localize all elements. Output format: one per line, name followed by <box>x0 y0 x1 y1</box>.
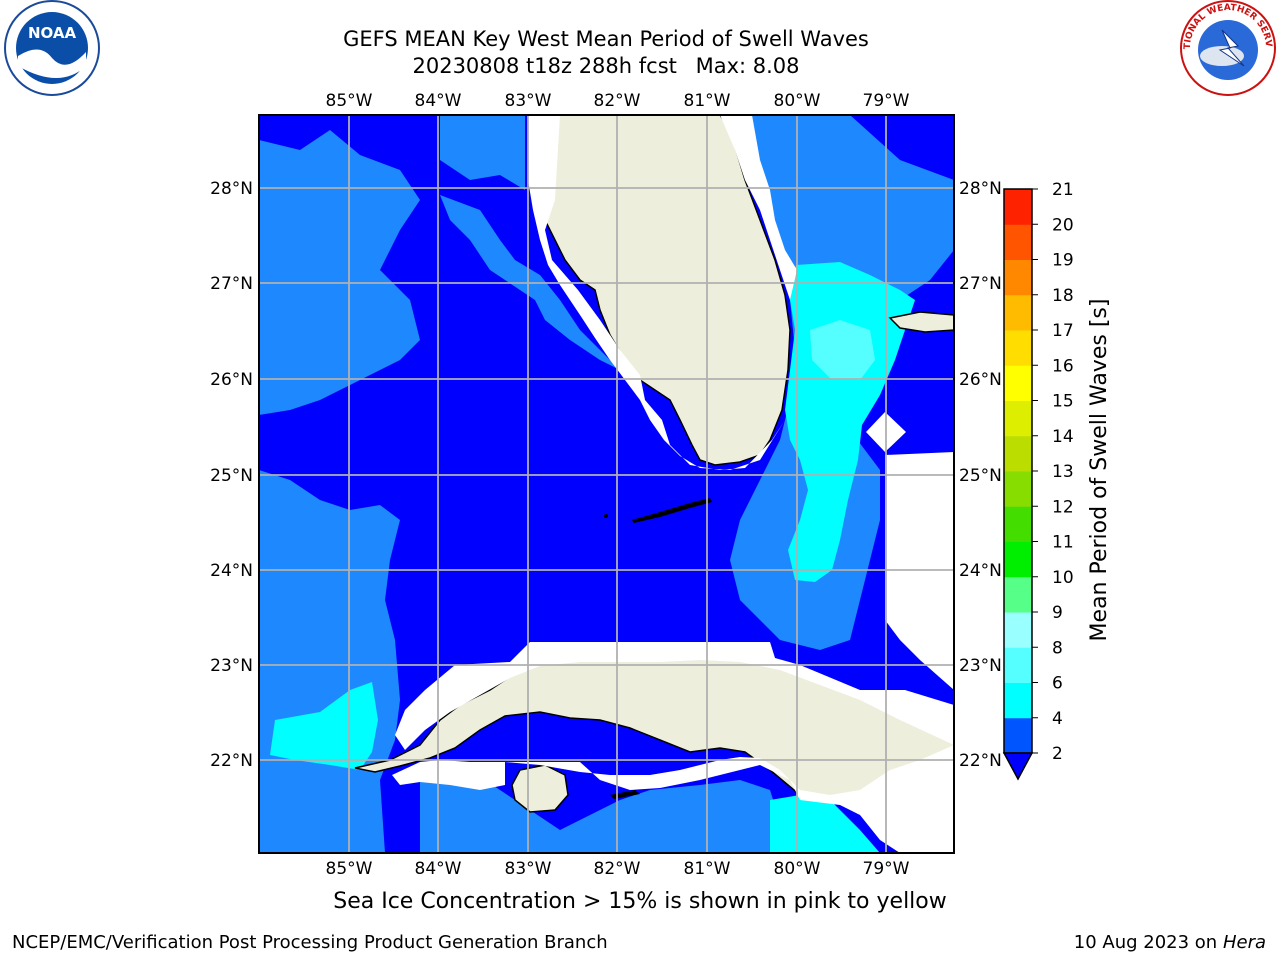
colorbar-tick-label: 17 <box>1052 321 1074 341</box>
lat-label: 24°N <box>210 561 253 581</box>
lat-label: 22°N <box>959 751 1002 771</box>
colorbar-segment <box>1004 471 1032 507</box>
chart-title: GEFS MEAN Key West Mean Period of Swell … <box>256 26 956 80</box>
map-field <box>259 115 954 853</box>
footer-machine: Hera <box>1222 932 1266 953</box>
colorbar-segment <box>1004 506 1032 542</box>
colorbar-label: Mean Period of Swell Waves [s] <box>1087 299 1112 642</box>
colorbar-segment <box>1004 435 1032 472</box>
florida-land <box>529 115 791 466</box>
bahamas-land <box>888 311 954 333</box>
footer-date: 10 Aug 2023 on Hera <box>1074 932 1266 953</box>
lon-label: 85°W <box>326 859 373 879</box>
colorbar-tick-label: 4 <box>1052 709 1063 729</box>
lon-label: 85°W <box>326 91 373 111</box>
colorbar-tick-label: 2 <box>1052 744 1063 764</box>
colorbar-tick-label: 14 <box>1052 427 1074 447</box>
colorbar-tick-label: 9 <box>1052 603 1063 623</box>
colorbar-segment <box>1004 647 1032 683</box>
colorbar-extend-arrow <box>1002 752 1034 781</box>
colorbar-tick-label: 16 <box>1052 356 1074 376</box>
map-frame <box>258 114 955 854</box>
colorbar-segment <box>1004 189 1032 225</box>
lat-label: 28°N <box>210 179 253 199</box>
lat-label: 25°N <box>959 466 1002 486</box>
lon-labels-top: 85°W 84°W 83°W 82°W 81°W 80°W 79°W <box>326 91 910 111</box>
lat-label: 23°N <box>959 656 1002 676</box>
lon-label: 80°W <box>774 859 821 879</box>
colorbar-tick-label: 21 <box>1052 180 1074 200</box>
colorbar-tick-label: 18 <box>1052 286 1074 306</box>
lon-label: 83°W <box>505 91 552 111</box>
colorbar-segment <box>1004 330 1032 366</box>
lon-label: 82°W <box>594 91 641 111</box>
graticule <box>259 115 954 853</box>
title-date: 20230808 t18z 288h fcst <box>412 54 677 78</box>
lon-label: 82°W <box>594 859 641 879</box>
colorbar-tick-label: 11 <box>1052 533 1074 553</box>
lat-label: 22°N <box>210 751 253 771</box>
lon-label: 80°W <box>774 91 821 111</box>
title-max: Max: 8.08 <box>695 54 800 78</box>
colorbar-tick-label: 15 <box>1052 392 1074 412</box>
lon-label: 81°W <box>684 91 731 111</box>
band-8-9-regions <box>810 320 875 380</box>
colorbar-tick-label: 12 <box>1052 497 1074 517</box>
sea-ice-caption: Sea Ice Concentration > 15% is shown in … <box>333 889 947 914</box>
colorbar-tick-label: 8 <box>1052 638 1063 658</box>
colorbar-segment <box>1004 682 1032 719</box>
title-line1: GEFS MEAN Key West Mean Period of Swell … <box>343 27 869 51</box>
lon-label: 84°W <box>415 91 462 111</box>
title-line2: 20230808 t18z 288h fcst Max: 8.08 <box>256 53 956 80</box>
lat-label: 27°N <box>210 274 253 294</box>
lat-label: 28°N <box>959 179 1002 199</box>
lat-labels-left: 28°N 27°N 26°N 25°N 24°N 23°N 22°N <box>210 179 253 771</box>
footer-branch: NCEP/EMC/Verification Post Processing Pr… <box>12 932 608 953</box>
colorbar-segment <box>1004 294 1032 331</box>
colorbar-segment <box>1004 365 1032 401</box>
colorbar-segment <box>1004 576 1032 613</box>
lon-labels-bottom: 85°W 84°W 83°W 82°W 81°W 80°W 79°W <box>326 859 910 879</box>
lon-label: 79°W <box>863 859 910 879</box>
colorbar-segment <box>1004 541 1032 578</box>
lat-label: 23°N <box>210 656 253 676</box>
lat-labels-right: 28°N 27°N 26°N 25°N 24°N 23°N 22°N <box>959 179 1002 771</box>
colorbar-tick-label: 10 <box>1052 568 1074 588</box>
lon-label: 81°W <box>684 859 731 879</box>
colorbar-segment <box>1004 717 1032 754</box>
nws-logo: NATIONAL WEATHER SERVICE <box>0 0 1276 96</box>
lat-label: 27°N <box>959 274 1002 294</box>
colorbar-segment <box>1004 259 1032 296</box>
lat-label: 24°N <box>959 561 1002 581</box>
colorbar-segment <box>1004 612 1032 648</box>
missing-data-regions <box>392 115 954 853</box>
colorbar-segment <box>1004 400 1032 437</box>
nws-logo-text: NATIONAL WEATHER SERVICE <box>0 0 1273 49</box>
isle-of-youth-land <box>511 764 569 813</box>
noaa-logo: NOAA <box>4 0 100 96</box>
noaa-logo-text: NOAA <box>28 24 77 42</box>
colorbar: 2 4 6 8 9 10 11 12 13 14 15 16 17 18 19 20 21 <box>1002 180 1074 781</box>
lat-label: 26°N <box>210 370 253 390</box>
lat-label: 26°N <box>959 370 1002 390</box>
colorbar-tick-label: 6 <box>1052 674 1063 694</box>
lon-label: 79°W <box>863 91 910 111</box>
colorbar-segment <box>1004 224 1032 260</box>
lon-label: 83°W <box>505 859 552 879</box>
colorbar-tick-label: 20 <box>1052 215 1074 235</box>
colorbar-tick-label: 19 <box>1052 251 1074 271</box>
footer-date-text: 10 Aug 2023 on <box>1073 932 1218 953</box>
lon-label: 84°W <box>415 859 462 879</box>
lat-label: 25°N <box>210 466 253 486</box>
colorbar-tick-label: 13 <box>1052 462 1074 482</box>
